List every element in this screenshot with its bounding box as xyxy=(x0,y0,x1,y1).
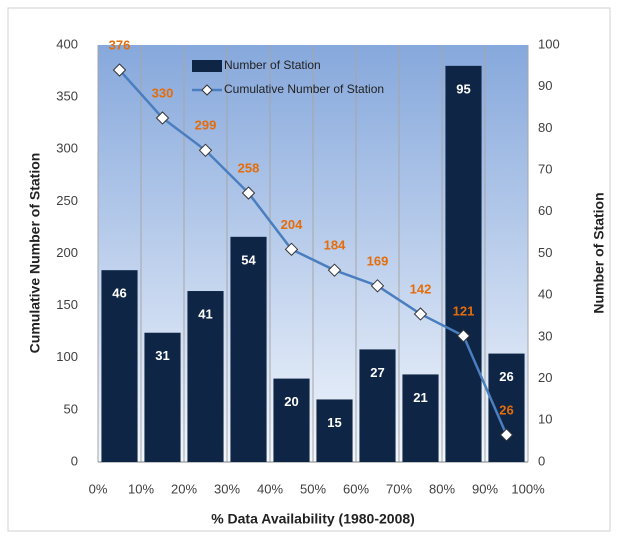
y-tick-label: 400 xyxy=(56,36,78,51)
y2-tick-label: 10 xyxy=(538,412,552,427)
line-value-label: 204 xyxy=(281,217,303,232)
y2-tick-label: 30 xyxy=(538,328,552,343)
line-value-label: 299 xyxy=(195,118,217,133)
legend-label: Cumulative Number of Station xyxy=(224,82,384,96)
x-tick-label: 90% xyxy=(472,481,498,496)
y-tick-label: 150 xyxy=(56,297,78,312)
y2-axis-title: Number of Station xyxy=(591,192,607,313)
line-marker xyxy=(155,111,170,125)
y-tick-label: 100 xyxy=(56,349,78,364)
legend-marker xyxy=(201,84,213,96)
x-tick-label: 10% xyxy=(128,481,154,496)
x-tick-label: 50% xyxy=(300,481,326,496)
y-tick-label: 200 xyxy=(56,245,78,260)
y-axis-title: Cumulative Number of Station xyxy=(27,153,43,354)
y2-tick-label: 100 xyxy=(538,36,560,51)
y2-tick-label: 80 xyxy=(538,120,552,135)
line xyxy=(118,69,508,436)
line-marker xyxy=(370,279,385,293)
y-tick-label: 50 xyxy=(64,401,78,416)
y2-tick-label: 20 xyxy=(538,370,552,385)
chart-frame xyxy=(7,7,611,532)
x-tick-label: 20% xyxy=(171,481,197,496)
bar xyxy=(359,349,396,462)
line-value-label: 142 xyxy=(410,281,432,296)
bar xyxy=(187,291,224,462)
line-value-label: 258 xyxy=(238,160,260,175)
line-marker xyxy=(198,143,213,157)
bar-value-label: 20 xyxy=(284,394,298,409)
y2-tick-label: 0 xyxy=(538,453,545,468)
line-value-label: 121 xyxy=(453,303,475,318)
line-marker xyxy=(327,263,342,277)
bar xyxy=(316,399,353,462)
bar-value-label: 21 xyxy=(413,390,427,405)
bar xyxy=(230,236,267,462)
x-tick-label: 30% xyxy=(214,481,240,496)
line-marker xyxy=(112,63,127,77)
line-value-label: 26 xyxy=(499,402,513,417)
line-value-label: 184 xyxy=(324,238,346,253)
y2-tick-label: 40 xyxy=(538,287,552,302)
y-tick-label: 250 xyxy=(56,193,78,208)
line-value-label: 169 xyxy=(367,253,389,268)
line-value-label: 330 xyxy=(152,85,174,100)
x-tick-label: 40% xyxy=(257,481,283,496)
x-tick-label: 80% xyxy=(429,481,455,496)
bar xyxy=(144,332,181,462)
y2-tick-label: 50 xyxy=(538,245,552,260)
line-value-label: 376 xyxy=(109,37,131,52)
bar-value-label: 15 xyxy=(327,415,341,430)
bar-value-label: 54 xyxy=(241,252,256,267)
x-tick-label: 70% xyxy=(386,481,412,496)
bar xyxy=(101,270,138,462)
bar-value-label: 26 xyxy=(499,369,513,384)
y2-tick-label: 60 xyxy=(538,203,552,218)
line-marker xyxy=(456,329,471,343)
line-marker xyxy=(284,242,299,257)
bar xyxy=(402,374,439,462)
bar-value-label: 31 xyxy=(155,348,169,363)
x-tick-label: 60% xyxy=(343,481,369,496)
bar-value-label: 95 xyxy=(456,81,470,96)
y-tick-label: 0 xyxy=(71,453,78,468)
x-axis-title: % Data Availability (1980-2008) xyxy=(211,511,415,527)
bar-value-label: 41 xyxy=(198,306,212,321)
line-marker xyxy=(413,307,428,321)
legend-label: Number of Station xyxy=(224,58,321,72)
x-tick-label: 100% xyxy=(511,481,545,496)
line-marker xyxy=(241,186,256,200)
y-tick-label: 300 xyxy=(56,141,78,156)
bar xyxy=(445,65,482,462)
bar xyxy=(273,378,310,462)
y2-tick-label: 70 xyxy=(538,162,552,177)
line-marker xyxy=(499,428,514,442)
legend-swatch xyxy=(192,60,222,72)
x-tick-label: 0% xyxy=(89,481,108,496)
y-tick-label: 350 xyxy=(56,89,78,104)
bar-value-label: 27 xyxy=(370,365,384,380)
y2-tick-label: 90 xyxy=(538,78,552,93)
bar-value-label: 46 xyxy=(112,286,126,301)
